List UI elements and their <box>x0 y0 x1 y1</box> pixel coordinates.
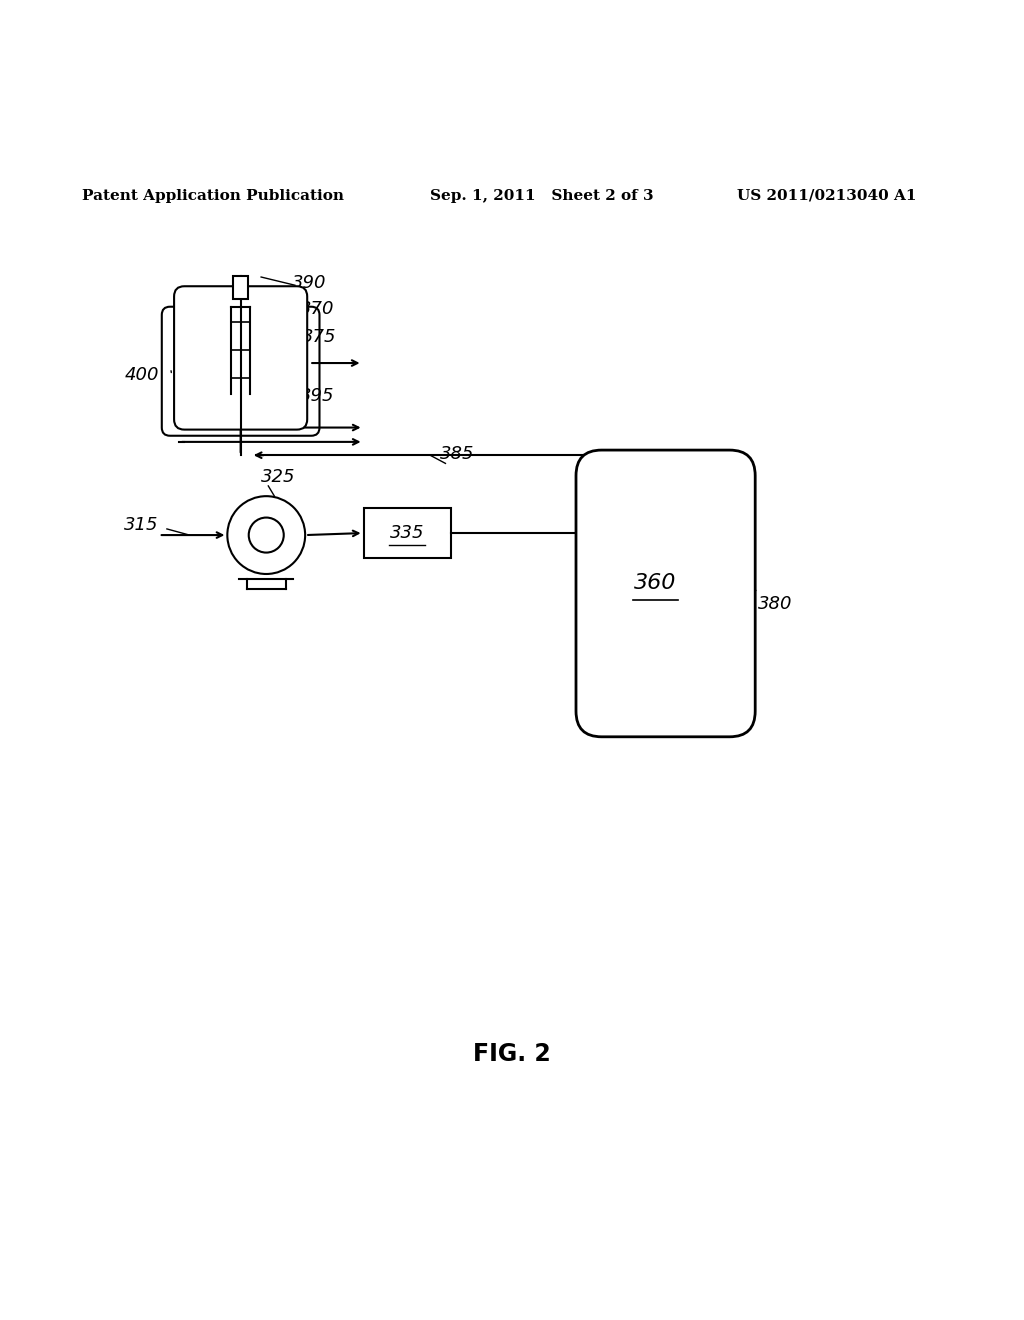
FancyBboxPatch shape <box>615 701 716 737</box>
Text: 385: 385 <box>440 445 475 463</box>
FancyBboxPatch shape <box>162 306 319 436</box>
Text: 400: 400 <box>124 367 159 384</box>
Text: US 2011/0213040 A1: US 2011/0213040 A1 <box>737 189 916 203</box>
Text: 300: 300 <box>179 384 225 404</box>
Text: FIG. 2: FIG. 2 <box>473 1043 551 1067</box>
Text: Patent Application Publication: Patent Application Publication <box>82 189 344 203</box>
Text: 360: 360 <box>634 573 677 593</box>
Text: 315: 315 <box>124 516 159 533</box>
Text: 390: 390 <box>292 275 327 292</box>
Text: 395: 395 <box>300 387 335 405</box>
Text: 380: 380 <box>758 595 793 612</box>
Text: 335: 335 <box>390 524 424 543</box>
FancyBboxPatch shape <box>233 276 248 298</box>
Text: 325: 325 <box>261 467 296 486</box>
Text: 375: 375 <box>302 329 337 346</box>
Text: 370: 370 <box>300 300 335 318</box>
Text: Sep. 1, 2011   Sheet 2 of 3: Sep. 1, 2011 Sheet 2 of 3 <box>430 189 653 203</box>
FancyBboxPatch shape <box>174 286 307 429</box>
FancyBboxPatch shape <box>364 508 451 557</box>
FancyBboxPatch shape <box>575 450 756 737</box>
